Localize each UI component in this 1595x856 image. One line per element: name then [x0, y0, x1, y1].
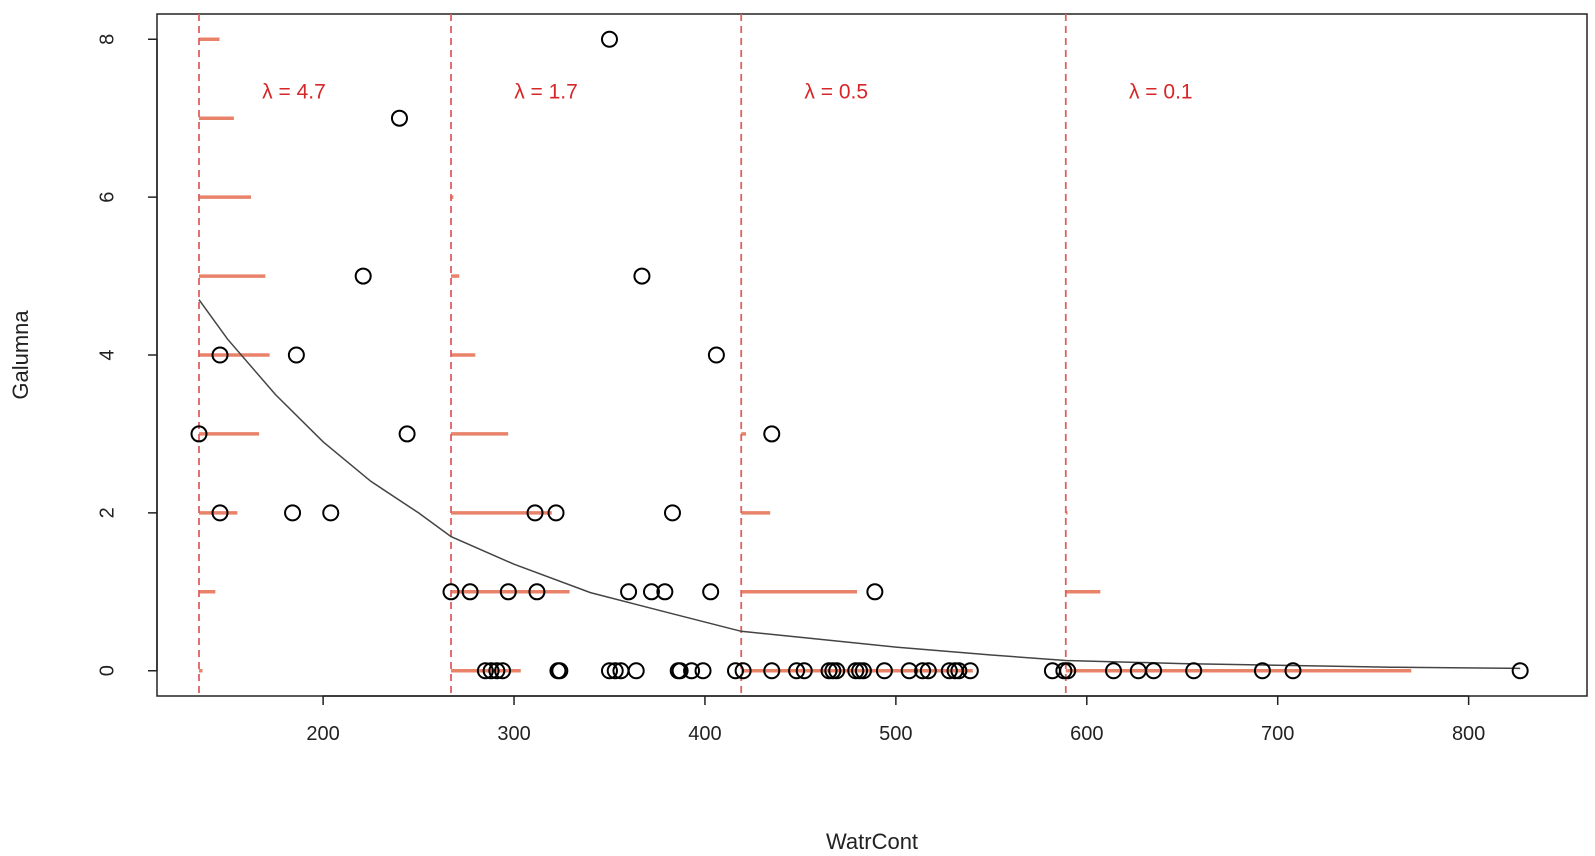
x-tick-label: 700 — [1261, 723, 1294, 745]
data-point — [627, 662, 645, 680]
data-point — [866, 583, 884, 601]
fitted-curve — [198, 299, 1521, 670]
data-point — [190, 425, 208, 443]
y-axis: 0 2 4 6 8 — [96, 34, 158, 676]
data-point — [551, 662, 569, 680]
y-tick-label: 0 — [96, 665, 118, 676]
data-point — [620, 583, 638, 601]
data-point — [726, 662, 744, 680]
data-point — [461, 583, 479, 601]
x-tick-label: 200 — [306, 723, 339, 745]
data-point — [914, 662, 932, 680]
data-point — [476, 662, 494, 680]
data-point — [1059, 662, 1077, 680]
data-point — [1284, 662, 1302, 680]
data-point — [488, 662, 506, 680]
data-point — [642, 583, 660, 601]
data-point — [1145, 662, 1163, 680]
data-point — [919, 662, 937, 680]
plot-frame — [156, 13, 1588, 697]
y-tick-label: 2 — [96, 507, 118, 518]
lambda-label-0: λ = 4.7 — [262, 80, 326, 103]
x-tick-label: 300 — [497, 723, 530, 745]
lambda-label-3: λ = 0.1 — [1129, 80, 1193, 103]
data-point — [763, 425, 781, 443]
data-point — [694, 662, 712, 680]
segment-lines — [198, 14, 1067, 696]
data-point — [211, 346, 229, 364]
data-point — [656, 583, 674, 601]
data-point — [606, 662, 624, 680]
data-point — [287, 346, 305, 364]
data-point — [284, 504, 302, 522]
data-point — [211, 504, 229, 522]
x-tick-label: 600 — [1070, 723, 1103, 745]
data-point — [398, 425, 416, 443]
data-point — [354, 267, 372, 285]
data-point — [482, 662, 500, 680]
data-point — [763, 662, 781, 680]
data-point — [961, 662, 979, 680]
data-point — [390, 109, 408, 127]
poisson-bars — [199, 37, 1412, 673]
y-tick-label: 8 — [96, 34, 118, 45]
x-tick-label: 500 — [879, 723, 912, 745]
data-point — [322, 504, 340, 522]
data-point — [788, 662, 806, 680]
data-point — [940, 662, 958, 680]
data-point — [828, 662, 846, 680]
data-point — [900, 662, 918, 680]
y-axis-title: Galumna — [8, 310, 33, 400]
data-point — [1511, 662, 1529, 680]
lambda-label-2: λ = 0.5 — [804, 80, 868, 103]
data-point — [600, 662, 618, 680]
data-point — [600, 30, 618, 48]
data-point — [707, 346, 725, 364]
y-tick-label: 6 — [96, 192, 118, 203]
data-point — [633, 267, 651, 285]
data-point — [526, 504, 544, 522]
data-point — [854, 662, 872, 680]
data-point — [528, 583, 546, 601]
data-point — [795, 662, 813, 680]
data-point — [734, 662, 752, 680]
data-point — [1105, 662, 1123, 680]
data-point — [547, 504, 565, 522]
x-tick-label: 800 — [1452, 723, 1485, 745]
data-point — [494, 662, 512, 680]
data-point — [950, 662, 968, 680]
fitted-curve-group — [198, 299, 1521, 670]
x-tick-label: 400 — [688, 723, 721, 745]
data-point — [671, 662, 689, 680]
x-axis: 200 300 400 500 600 700 800 — [306, 695, 1485, 745]
data-point — [442, 583, 460, 601]
data-point — [702, 583, 720, 601]
data-point — [683, 662, 701, 680]
data-point — [499, 583, 517, 601]
data-point — [875, 662, 893, 680]
lambda-label-1: λ = 1.7 — [514, 80, 578, 103]
x-axis-title: WatrCont — [826, 829, 918, 854]
y-tick-label: 4 — [96, 349, 118, 360]
data-point — [663, 504, 681, 522]
data-point — [1185, 662, 1203, 680]
lambda-labels: λ = 4.7 λ = 1.7 λ = 0.5 λ = 0.1 — [262, 80, 1192, 103]
data-points — [190, 30, 1529, 680]
data-point — [1253, 662, 1271, 680]
